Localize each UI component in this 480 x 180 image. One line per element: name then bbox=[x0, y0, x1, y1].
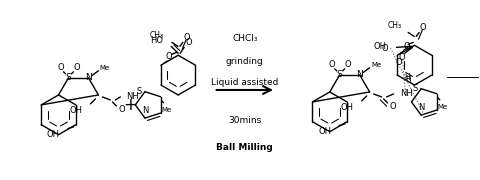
Text: O: O bbox=[183, 33, 190, 42]
Text: CH₃: CH₃ bbox=[150, 31, 164, 40]
Text: N: N bbox=[85, 73, 92, 82]
Text: O: O bbox=[344, 60, 351, 69]
Text: Me: Me bbox=[438, 104, 448, 110]
Text: O: O bbox=[73, 63, 80, 72]
Text: Ball Milling: Ball Milling bbox=[216, 143, 273, 152]
Text: O: O bbox=[166, 52, 172, 61]
Text: S: S bbox=[137, 87, 142, 96]
Text: OH: OH bbox=[47, 130, 60, 139]
Text: O: O bbox=[382, 44, 389, 53]
Text: O: O bbox=[389, 102, 396, 111]
Text: N: N bbox=[142, 106, 148, 115]
Text: OH: OH bbox=[70, 106, 83, 115]
Text: 30mins: 30mins bbox=[228, 116, 262, 125]
Text: OH: OH bbox=[373, 42, 386, 51]
Text: Me: Me bbox=[161, 107, 172, 113]
Text: Me: Me bbox=[99, 65, 109, 71]
Text: S: S bbox=[66, 73, 72, 82]
Text: N: N bbox=[356, 70, 363, 79]
Text: N: N bbox=[418, 103, 424, 112]
Text: O: O bbox=[404, 42, 410, 51]
Text: OH: OH bbox=[318, 127, 331, 136]
Text: O: O bbox=[398, 53, 405, 62]
Text: H: H bbox=[404, 73, 410, 82]
Text: grinding: grinding bbox=[226, 57, 264, 66]
Text: OH: OH bbox=[341, 103, 354, 112]
Text: NH: NH bbox=[400, 89, 413, 98]
Text: CH₃: CH₃ bbox=[388, 21, 402, 30]
Text: Me: Me bbox=[372, 62, 382, 68]
Text: O: O bbox=[395, 58, 402, 67]
Text: S: S bbox=[413, 84, 418, 93]
Text: H: H bbox=[405, 75, 411, 84]
Text: O: O bbox=[57, 63, 64, 72]
Text: Liquid assisted: Liquid assisted bbox=[211, 78, 278, 87]
Text: O: O bbox=[420, 23, 426, 32]
Text: +: + bbox=[123, 96, 137, 114]
Text: O: O bbox=[328, 60, 335, 69]
Text: NH: NH bbox=[126, 93, 139, 102]
Text: O: O bbox=[118, 105, 125, 114]
Text: HO: HO bbox=[150, 36, 163, 45]
Text: CHCl₃: CHCl₃ bbox=[232, 34, 258, 43]
Text: O: O bbox=[186, 38, 192, 47]
Text: S: S bbox=[337, 70, 343, 79]
